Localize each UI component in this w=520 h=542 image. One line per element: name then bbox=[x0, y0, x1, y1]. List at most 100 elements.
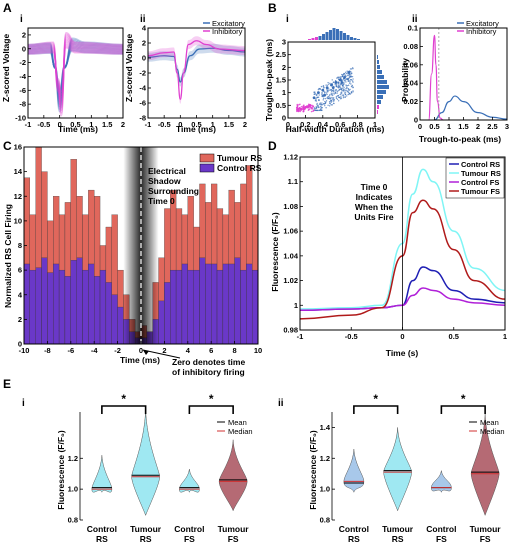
B-i-cloud-exc-229 bbox=[343, 72, 345, 75]
A-i-xtick-label-2: 0 bbox=[58, 120, 62, 129]
C-ytick-label-0: 0 bbox=[18, 340, 22, 349]
E-ii-sig-bracket-0 bbox=[353, 405, 399, 414]
panel-Bi-label: i bbox=[286, 14, 289, 25]
B-i-cloud-inh-62 bbox=[307, 103, 310, 106]
E-i-violin-0 bbox=[91, 455, 113, 494]
B-i-cloud-inh-79 bbox=[311, 107, 313, 110]
B-i-cloud-exc-327 bbox=[343, 80, 345, 82]
D-annotation-line2: Indicates bbox=[356, 192, 393, 202]
B-i-cloud-exc-291 bbox=[351, 84, 354, 87]
B-i-cloud-exc-341 bbox=[333, 102, 335, 105]
A-i-xtick-label-4: 1 bbox=[89, 120, 93, 129]
B-i-cloud-exc-367 bbox=[349, 75, 351, 78]
A-i-trace-excitatory-2 bbox=[27, 47, 124, 96]
B-i-cloud-inh-78 bbox=[296, 104, 299, 107]
B-i-cloud-exc-279 bbox=[345, 78, 347, 81]
B-i-point-excitatory-0 bbox=[312, 96, 316, 100]
B-i-cloud-exc-271 bbox=[348, 79, 350, 82]
B-i-cloud-exc-241 bbox=[321, 95, 323, 98]
B-i-cloud-exc-225 bbox=[323, 86, 325, 89]
B-i-cloud-exc-164 bbox=[337, 100, 340, 102]
B-ii-ytick-label-3: 0.04 bbox=[403, 79, 418, 88]
B-i-cloud-exc-258 bbox=[319, 109, 321, 112]
A-ii-xlabel: Time (ms) bbox=[176, 124, 216, 134]
B-i-cloud-exc-133 bbox=[332, 90, 335, 93]
B-i-xlabel: Half-width Duration (ms) bbox=[286, 124, 385, 134]
B-i-cloud-exc-76 bbox=[347, 84, 350, 86]
panel-A-label: A bbox=[3, 1, 12, 15]
panel-Bii-label: ii bbox=[412, 14, 418, 25]
panel-D-label: D bbox=[268, 139, 277, 153]
B-i-xtick-label-1: 0.2 bbox=[300, 120, 310, 129]
B-i-cloud-exc-100 bbox=[345, 72, 348, 75]
plot-A-ii: -1 -0.5 0 0.5 1 1.5 2 4 2 0 -2 -4 -6 -8 bbox=[139, 22, 247, 129]
B-i-cloud-exc-373 bbox=[313, 107, 316, 109]
E-i-group-label-3-b: FS bbox=[228, 534, 239, 542]
A-i-trace-inhibitory-1 bbox=[27, 45, 124, 95]
B-i-top-hist-bar-6 bbox=[329, 30, 332, 40]
B-i-cloud-exc-374 bbox=[343, 83, 345, 85]
C-annotation: Zero denotes time of inhibitory firing bbox=[172, 357, 245, 377]
A-i-trace-excitatory-5 bbox=[27, 42, 124, 103]
C-bar-control-9 bbox=[76, 257, 83, 345]
B-i-cloud-exc-210 bbox=[327, 97, 329, 100]
B-i-cloud-exc-309 bbox=[315, 106, 317, 108]
A-i-trace-excitatory-6 bbox=[27, 41, 124, 106]
A-i-xtick-label-6: 2 bbox=[121, 120, 125, 129]
B-i-cloud-exc-352 bbox=[318, 109, 320, 112]
B-ii-legend-inhibitory: Inhibitory bbox=[466, 27, 497, 36]
C-bar-control-2 bbox=[35, 267, 42, 345]
E-i-ytick-label-0: 1.2 bbox=[68, 454, 78, 463]
B-i-cloud-inh-52 bbox=[309, 106, 311, 109]
C-xtick-label-3: -4 bbox=[91, 346, 98, 355]
B-i-cloud-exc-332 bbox=[319, 102, 322, 104]
C-bar-control-8 bbox=[70, 260, 77, 345]
B-i-right-hist-bar-0 bbox=[377, 110, 378, 114]
C-bar-control-30 bbox=[199, 257, 206, 345]
C-bar-control-6 bbox=[58, 269, 66, 345]
B-i-right-hist-bar-10 bbox=[377, 60, 379, 64]
B-i-cloud-exc-314 bbox=[343, 89, 345, 92]
B-i-cloud-exc-345 bbox=[330, 101, 332, 103]
B-i-cloud-exc-113 bbox=[339, 79, 342, 82]
A-i-ytick-label-1: 0 bbox=[22, 44, 26, 53]
B-ii-ytick-label-4: 0.02 bbox=[403, 97, 418, 106]
B-ii-ytick-label-5: 0 bbox=[414, 116, 418, 125]
B-i-cloud-inh-75 bbox=[296, 107, 299, 110]
A-ii-legend: Excitatory Inhibitory bbox=[212, 19, 245, 36]
B-i-cloud-exc-303 bbox=[333, 89, 335, 91]
B-i-cloud-exc-220 bbox=[314, 109, 317, 112]
B-i-cloud-inh-12 bbox=[300, 105, 303, 108]
B-i-top-hist-bar-4 bbox=[322, 34, 325, 40]
A-ii-xtick-label-0: -1 bbox=[145, 120, 152, 129]
B-i-cloud-exc-287 bbox=[335, 96, 337, 98]
A-ii-ytick-label-1: 2 bbox=[142, 39, 146, 48]
A-i-trace-inhibitory-3 bbox=[27, 41, 124, 101]
B-i-ytick-label-3: 1.5 bbox=[276, 76, 286, 85]
B-i-cloud-exc-365 bbox=[342, 74, 344, 76]
B-i-cloud-exc-159 bbox=[328, 105, 331, 107]
B-i-cloud-exc-245 bbox=[332, 97, 335, 99]
B-i-top-hist-bar-12 bbox=[350, 37, 353, 40]
C-xtick-label-5: 0 bbox=[139, 346, 143, 355]
A-i-trace-excitatory-9 bbox=[27, 37, 124, 113]
E-ii-legend-median: Median bbox=[480, 427, 505, 436]
B-ii-ylabel: Probability bbox=[400, 58, 410, 102]
C-ytick-label-7: 14 bbox=[14, 167, 23, 176]
B-i-cloud-exc-57 bbox=[328, 83, 330, 85]
C-bar-control-37 bbox=[240, 269, 247, 345]
B-i-cloud-exc-284 bbox=[340, 98, 342, 100]
D-xtick-label-2: 0 bbox=[400, 332, 404, 341]
A-i-ytick-label-5: -8 bbox=[19, 100, 26, 109]
B-i-cloud-exc-140 bbox=[327, 104, 329, 107]
B-i-cloud-exc-187 bbox=[318, 87, 320, 90]
A-ii-ytick-label-5: -6 bbox=[139, 99, 146, 108]
B-i-cloud-exc-317 bbox=[349, 74, 351, 76]
A-i-xtick-label-0: -1 bbox=[25, 120, 32, 129]
B-i-cloud-exc-358 bbox=[340, 77, 342, 79]
E-ii-group-label-1-a: Tumour bbox=[382, 524, 414, 534]
C-xlabel: Time (ms) bbox=[120, 355, 160, 365]
D-ytick-label-2: 1.08 bbox=[283, 202, 298, 211]
B-i-cloud-exc-275 bbox=[346, 72, 349, 74]
E-ii-sig-star-0: * bbox=[373, 392, 378, 406]
